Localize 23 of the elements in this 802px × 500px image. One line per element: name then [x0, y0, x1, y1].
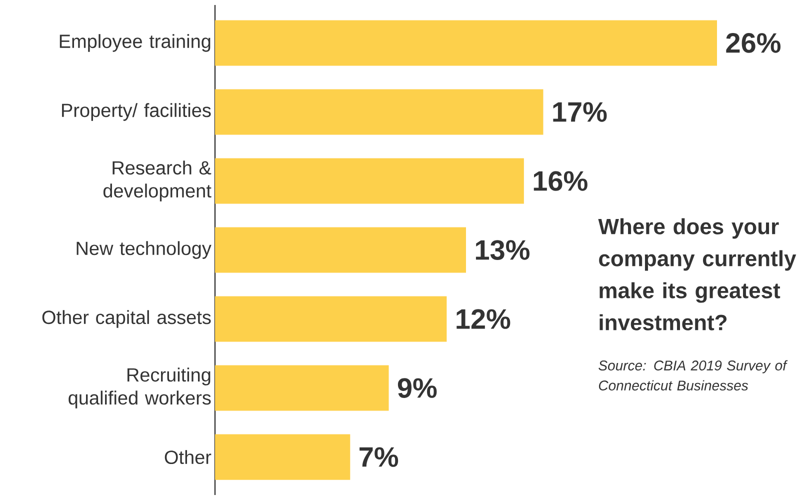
bar [215, 89, 544, 135]
data-label: 16% [534, 171, 588, 191]
y-tick-label: Employee training [60, 34, 210, 52]
y-tick-label: Other capital assets [42, 310, 211, 328]
text: Where does your company currently make its greatest investment? [598, 218, 796, 330]
y-tick-label: Property/ facilities [62, 103, 211, 121]
data-label: 9% [398, 378, 437, 398]
bar [215, 296, 447, 342]
y-tick-label: Research & development [103, 160, 212, 202]
bar [215, 20, 718, 66]
bar [215, 434, 350, 480]
bar [215, 158, 524, 204]
bar [215, 227, 466, 273]
y-tick-label: Recruiting qualified workers [68, 368, 211, 408]
data-label: 26% [726, 33, 780, 53]
data-label: 13% [476, 240, 530, 260]
data-label: 7% [360, 447, 398, 467]
y-tick-label: New technology [76, 241, 212, 259]
y-tick-label: Other [164, 450, 212, 464]
data-label: 12% [456, 309, 510, 329]
bar [215, 365, 389, 411]
annotation: Source: CBIA 2019 Survey of Connecticut Businesses [598, 360, 788, 390]
data-label: 17% [553, 102, 607, 122]
